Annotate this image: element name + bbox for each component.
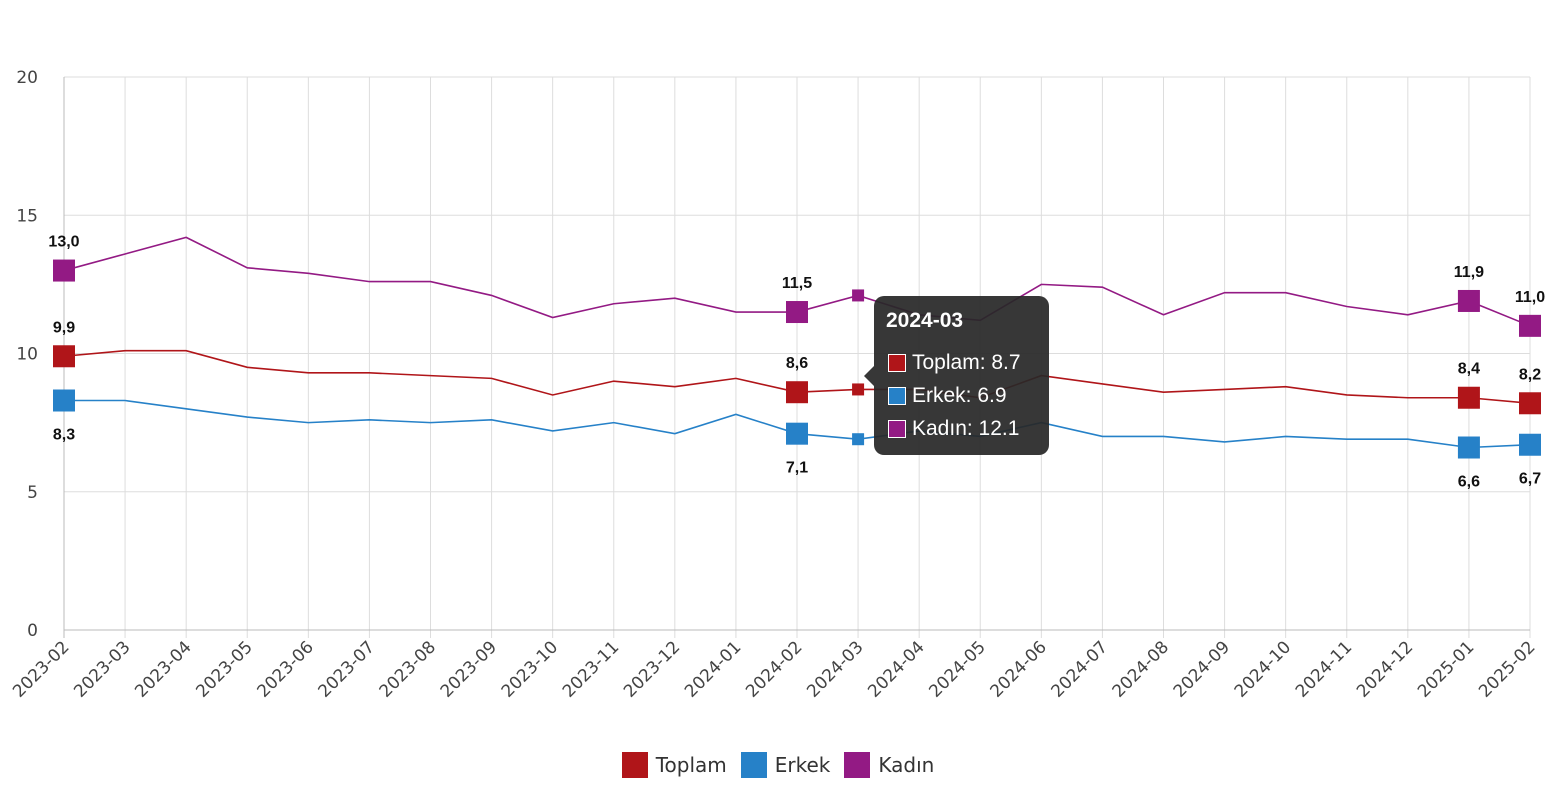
x-tick-label: 2023-08 [376, 637, 440, 701]
data-point [53, 389, 75, 412]
tooltip-title: 2024-03 [886, 309, 964, 332]
data-point [852, 289, 865, 302]
x-tick-label: 2023-02 [9, 637, 73, 701]
legend-item-kadin[interactable]: Kadın [844, 752, 934, 778]
y-tick-label: 10 [16, 345, 38, 365]
x-tick-label: 2024-05 [925, 637, 989, 701]
tooltip-swatch [888, 420, 906, 438]
legend-swatch [740, 752, 767, 778]
tooltip-row: Erkek: 6.9 [888, 384, 1007, 408]
x-tick-label: 2024-09 [1170, 637, 1234, 701]
y-tick-label: 15 [16, 206, 38, 226]
data-point [786, 301, 808, 324]
tooltip-value: Toplam: 8.7 [912, 351, 1021, 374]
data-label: 8,6 [786, 355, 808, 372]
tooltip-row: Kadın: 12.1 [888, 417, 1019, 441]
x-tick-label: 2023-11 [559, 637, 623, 701]
legend-item-erkek[interactable]: Erkek [740, 752, 831, 778]
data-point [1457, 289, 1480, 312]
tooltip-value: Erkek: 6.9 [912, 384, 1007, 407]
y-tick-label: 5 [27, 483, 38, 503]
x-tick-label: 2023-12 [620, 637, 684, 701]
data-label: 8,3 [53, 427, 75, 444]
data-label: 7,1 [786, 460, 808, 477]
data-label: 11,5 [782, 275, 812, 292]
data-point [1457, 386, 1480, 409]
legend-swatch [844, 752, 871, 778]
x-tick-label: 2025-01 [1414, 637, 1478, 701]
data-point [1519, 314, 1541, 337]
x-tick-label: 2023-07 [315, 637, 379, 701]
data-label: 11,9 [1454, 264, 1484, 281]
line-chart: 051015202023-022023-032023-042023-052023… [9, 68, 1545, 702]
data-label: 8,2 [1519, 366, 1541, 383]
x-tick-label: 2023-09 [437, 637, 501, 701]
tooltip-value: Kadın: 12.1 [912, 417, 1020, 440]
y-tick-label: 0 [27, 621, 38, 641]
x-tick-label: 2023-05 [192, 637, 256, 701]
x-tick-label: 2024-04 [864, 637, 928, 701]
data-point [1457, 436, 1480, 459]
data-point [852, 383, 865, 396]
tooltip-swatch [888, 354, 906, 372]
data-point [1519, 433, 1541, 456]
x-tick-label: 2024-01 [681, 637, 745, 701]
data-point [53, 345, 75, 368]
legend-label: Toplam [655, 753, 727, 777]
x-tick-label: 2024-07 [1048, 637, 1112, 701]
legend-swatch [621, 752, 648, 778]
x-tick-label: 2024-08 [1109, 637, 1173, 701]
x-tick-label: 2025-02 [1475, 637, 1539, 701]
x-tick-label: 2024-11 [1292, 637, 1356, 701]
x-tick-label: 2023-04 [131, 637, 195, 701]
data-point [786, 422, 808, 445]
y-tick-label: 20 [16, 68, 38, 88]
data-label: 8,4 [1458, 361, 1480, 378]
x-tick-label: 2023-10 [498, 637, 562, 701]
legend: Toplam Erkek Kadın [0, 752, 1556, 778]
data-point [1519, 392, 1541, 415]
x-tick-label: 2024-03 [803, 637, 867, 701]
tooltip: 2024-03 Toplam: 8.7 Erkek: 6.9 Kadın: 12… [864, 296, 1049, 455]
data-label: 6,7 [1519, 471, 1541, 488]
x-tick-label: 2024-06 [987, 637, 1051, 701]
x-tick-label: 2024-10 [1231, 637, 1295, 701]
data-point [852, 433, 865, 446]
legend-label: Kadın [878, 753, 935, 777]
x-tick-label: 2024-02 [742, 637, 806, 701]
data-point [786, 381, 808, 404]
data-label: 6,6 [1458, 474, 1480, 491]
x-tick-label: 2024-12 [1353, 637, 1417, 701]
legend-item-toplam[interactable]: Toplam [621, 752, 727, 778]
data-label: 13,0 [48, 234, 79, 251]
legend-label: Erkek [774, 753, 831, 777]
data-label: 11,0 [1515, 289, 1545, 306]
tooltip-row: Toplam: 8.7 [888, 351, 1021, 375]
data-point [53, 259, 75, 282]
tooltip-swatch [888, 387, 906, 405]
x-tick-label: 2023-03 [70, 637, 134, 701]
data-label: 9,9 [53, 319, 75, 336]
x-tick-label: 2023-06 [254, 637, 318, 701]
